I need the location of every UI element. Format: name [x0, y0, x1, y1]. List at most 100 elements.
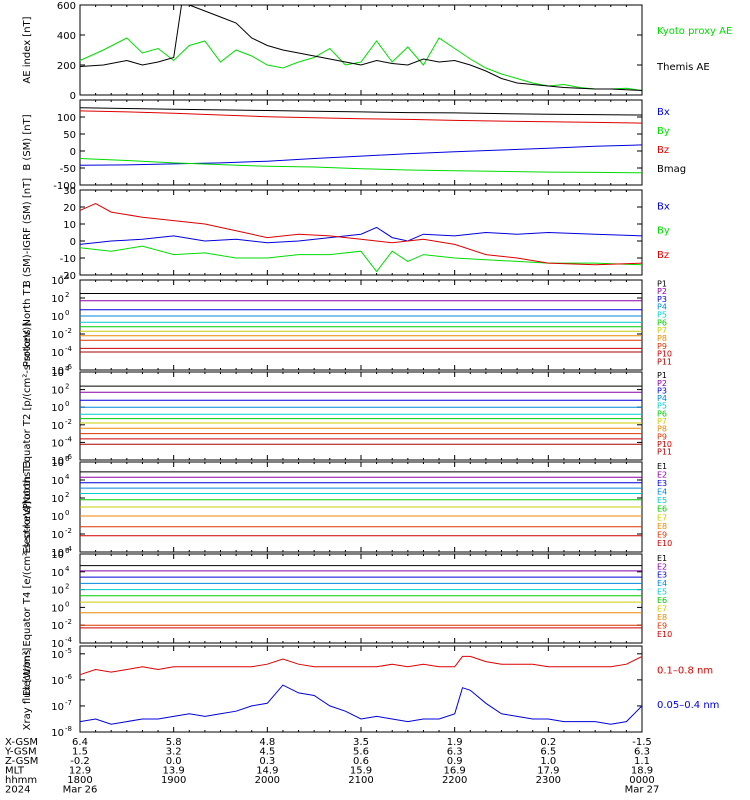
legend-label-elec_north-7: E7 [657, 513, 667, 522]
legend-label-prot_eq-7: P7 [657, 417, 667, 426]
footer-value: 15.9 [350, 766, 372, 777]
footer-value: 17.9 [537, 766, 559, 777]
y-tick-label: 100 [57, 113, 76, 124]
y-tick-label-exp: -2 [65, 618, 72, 626]
y-tick-label-exp: -7 [65, 699, 72, 707]
footer-value: 1.9 [447, 737, 463, 748]
y-tick-label: 10 [51, 403, 64, 414]
y-tick-label: 10 [63, 220, 76, 231]
y-tick-label: 10 [51, 603, 64, 614]
legend-label-elec_eq-2: E2 [657, 562, 667, 571]
legend-label-bigrf-1: Bx [657, 201, 670, 212]
footer-value: -0.2 [70, 756, 90, 767]
y-tick-label: -20 [60, 271, 76, 282]
footer-value: 6.3 [634, 747, 650, 758]
footer-value: -1.5 [632, 737, 652, 748]
legend-label-elec_north-9: E9 [657, 530, 667, 539]
legend-label-prot_north-2: P2 [657, 287, 667, 296]
y-tick-label: 10 [51, 494, 64, 505]
y-axis-label-elec_north: Electrons North T3 [22, 460, 33, 553]
y-tick-label: -10 [60, 254, 76, 265]
panel-frame-prot_eq [79, 371, 643, 461]
legend-label-elec_north-4: E4 [657, 488, 667, 497]
y-tick-label: 10 [51, 366, 64, 377]
footer-value: 16.9 [444, 766, 466, 777]
legend-label-elec_north-8: E8 [657, 522, 667, 531]
footer-label: Z-GSM [5, 756, 38, 767]
footer-value: Mar 27 [625, 785, 660, 796]
footer-value: 5.8 [166, 737, 182, 748]
footer-value: 6.4 [72, 737, 88, 748]
legend-label-elec_eq-6: E6 [657, 596, 667, 605]
footer-value: 12.9 [69, 766, 91, 777]
footer-value: 4.8 [259, 737, 275, 748]
legend-label-prot_north-9: P9 [657, 342, 667, 351]
y-tick-label: 10 [51, 676, 64, 687]
y-tick-label: 10 [51, 530, 64, 541]
footer-value: 0.9 [447, 756, 463, 767]
legend-label-ae-1: Kyoto proxy AE [657, 26, 732, 37]
footer-label: Y-GSM [4, 747, 37, 758]
legend-label-prot_north-1: P1 [657, 279, 667, 288]
y-axis-label-ae: AE index [nT] [22, 16, 33, 83]
footer-label: 2024 [5, 785, 30, 796]
series-line-bsm-4 [79, 107, 643, 116]
y-tick-label-exp: 4 [65, 473, 70, 481]
y-tick-label: 10 [51, 458, 64, 469]
footer-value: 0.6 [353, 756, 369, 767]
legend-label-prot_eq-5: P5 [657, 402, 667, 411]
y-tick-label-exp: 6 [65, 547, 70, 555]
legend-label-prot_eq-2: P2 [657, 379, 667, 388]
y-tick-label-exp: -4 [65, 636, 73, 644]
series-line-bsm-1 [79, 144, 643, 166]
legend-label-prot_north-11: P11 [657, 358, 672, 367]
legend-label-prot_eq-1: P1 [657, 371, 667, 380]
footer-value: 2200 [442, 775, 467, 786]
y-tick-label: 0 [70, 91, 76, 102]
legend-label-prot_north-8: P8 [657, 334, 667, 343]
y-tick-label: 10 [51, 550, 64, 561]
series-line-bsm-3 [79, 110, 643, 124]
y-tick-label-exp: 6 [65, 455, 70, 463]
y-tick-label-exp: -2 [65, 527, 72, 535]
y-tick-label: 10 [51, 548, 64, 559]
y-tick-label: 10 [51, 728, 64, 739]
footer-value: 2100 [348, 775, 373, 786]
y-tick-label: 10 [51, 276, 64, 287]
footer-value: 14.9 [256, 766, 278, 777]
footer-value: 1.0 [540, 756, 556, 767]
y-tick-label: 400 [57, 31, 76, 42]
y-tick-label-exp: 0 [65, 400, 69, 408]
footer-label: X-GSM [5, 737, 38, 748]
y-tick-label-exp: 0 [65, 600, 69, 608]
legend-label-bsm-2: By [657, 126, 670, 137]
legend-label-prot_north-10: P10 [657, 350, 672, 359]
y-tick-label: 0 [70, 147, 76, 158]
y-tick-label-exp: -6 [65, 673, 73, 681]
y-tick-label: 10 [51, 476, 64, 487]
footer-label: MLT [5, 766, 25, 777]
y-tick-label: 10 [51, 512, 64, 523]
y-tick-label-exp: 0 [65, 509, 69, 517]
y-tick-label-exp: -2 [65, 327, 72, 335]
legend-label-prot_north-7: P7 [657, 326, 667, 335]
footer-value: 6.5 [540, 747, 556, 758]
legend-label-elec_eq-7: E7 [657, 605, 667, 614]
y-axis-label-prot_eq: Protons Equator T2 [p/(cm²-s-sr-keV)] [22, 323, 33, 510]
legend-label-elec_north-1: E1 [657, 462, 667, 471]
footer-value: 4.5 [259, 747, 275, 758]
y-tick-label: 10 [51, 386, 64, 397]
legend-label-prot_eq-8: P8 [657, 425, 667, 434]
y-tick-label-exp: 4 [65, 365, 70, 373]
y-tick-label: 10 [51, 639, 64, 650]
series-line-bigrf-1 [79, 226, 643, 245]
footer-value: 2000 [255, 775, 280, 786]
y-axis-label-prot_north: Protons North T1 [22, 283, 33, 367]
y-tick-label: 10 [51, 294, 64, 305]
legend-label-elec_north-2: E2 [657, 470, 667, 479]
legend-label-xray-1: 0.1–0.8 nm [657, 666, 713, 677]
y-tick-label: 10 [51, 348, 64, 359]
legend-label-prot_north-4: P4 [657, 303, 667, 312]
y-tick-label-exp: 2 [65, 383, 69, 391]
